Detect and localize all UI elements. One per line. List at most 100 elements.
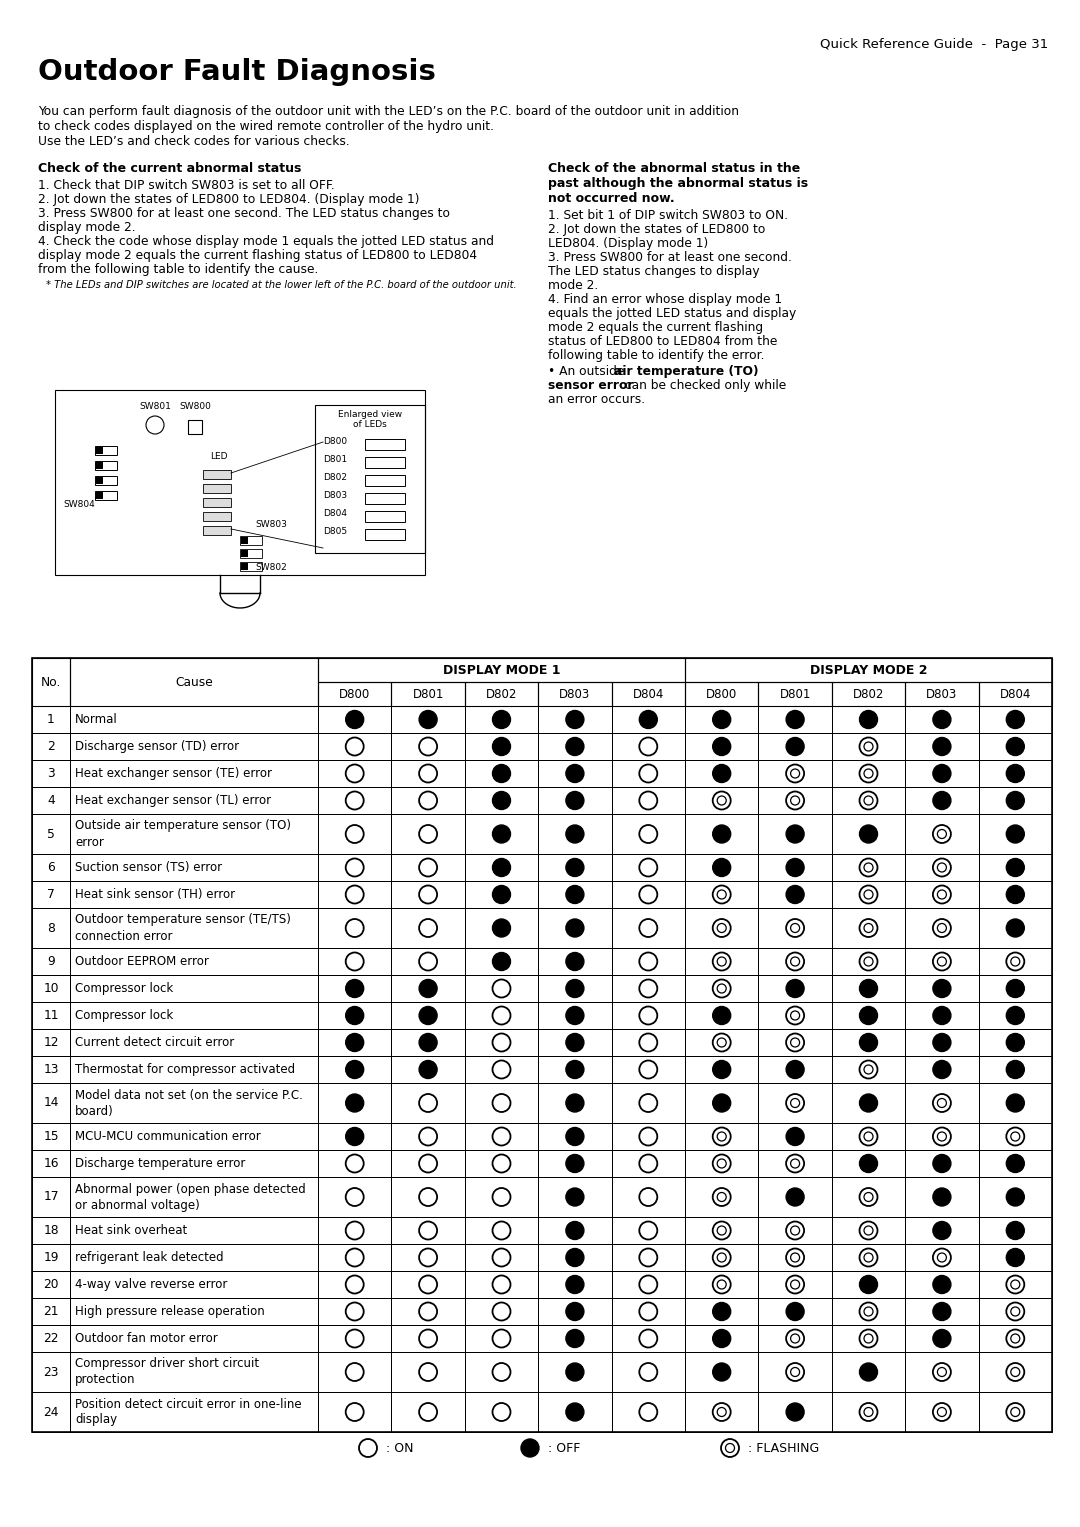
Text: MCU-MCU communication error: MCU-MCU communication error [75,1130,260,1144]
Bar [758,1298,832,1325]
Circle shape [492,791,511,809]
Circle shape [639,1060,658,1078]
Bar [905,814,978,854]
Circle shape [860,1249,877,1266]
Bar [70,1298,318,1325]
Circle shape [346,953,364,971]
Circle shape [492,1403,511,1422]
Bar [978,1029,1052,1057]
Bar [32,786,70,814]
Circle shape [492,979,511,997]
Circle shape [346,1403,364,1422]
Circle shape [933,1093,950,1112]
Bar [318,1150,391,1177]
Bar [832,1150,905,1177]
Bar [758,1150,832,1177]
Text: You can perform fault diagnosis of the outdoor unit with the LED’s on the P.C. b: You can perform fault diagnosis of the o… [38,105,739,118]
Bar [464,1393,538,1432]
Text: to check codes displayed on the wired remote controller of the hydro unit.: to check codes displayed on the wired re… [38,121,494,133]
Circle shape [713,765,731,782]
Bar [318,658,685,683]
Circle shape [1007,791,1024,809]
Bar [464,1150,538,1177]
Bar [538,786,611,814]
Circle shape [860,825,877,843]
Circle shape [346,979,364,997]
Circle shape [933,858,950,876]
Circle shape [492,1034,511,1052]
Text: 3. Press SW800 for at least one second.: 3. Press SW800 for at least one second. [548,250,792,264]
Bar [32,1245,70,1270]
Circle shape [346,1127,364,1145]
Bar [832,1245,905,1270]
Text: SW802: SW802 [255,563,287,573]
Text: Enlarged view: Enlarged view [338,411,402,418]
Text: 12: 12 [43,1035,58,1049]
Bar [611,1217,685,1245]
Bar [685,881,758,909]
Circle shape [1007,1188,1024,1206]
Bar [32,658,1052,1432]
Bar [318,786,391,814]
Text: Use the LED’s and check codes for various checks.: Use the LED’s and check codes for variou… [38,134,350,148]
Bar [464,1122,538,1150]
Bar [188,420,202,434]
Bar [905,1325,978,1351]
Bar [391,1177,464,1217]
Text: 20: 20 [43,1278,58,1290]
Bar [70,733,318,760]
Bar [978,1325,1052,1351]
Circle shape [346,1275,364,1293]
Circle shape [566,1127,584,1145]
Bar [758,760,832,786]
Text: 3: 3 [48,767,55,780]
Bar [32,1177,70,1217]
Circle shape [492,1222,511,1240]
Circle shape [492,1127,511,1145]
Bar [758,705,832,733]
Text: display mode 2 equals the current flashing status of LED800 to LED804: display mode 2 equals the current flashi… [38,249,477,263]
Bar [832,1270,905,1298]
Bar [391,733,464,760]
Circle shape [639,765,658,782]
Circle shape [492,953,511,971]
Circle shape [860,1127,877,1145]
Circle shape [860,1222,877,1240]
Circle shape [860,1364,877,1380]
Text: Heat exchanger sensor (TE) error: Heat exchanger sensor (TE) error [75,767,272,780]
Circle shape [860,919,877,938]
Text: 8: 8 [48,921,55,935]
Bar [538,1083,611,1122]
Circle shape [346,1060,364,1078]
Bar [32,1029,70,1057]
Bar [538,1245,611,1270]
Bar [905,948,978,976]
Bar [685,786,758,814]
Circle shape [713,710,731,728]
Circle shape [713,1034,731,1052]
Circle shape [492,1006,511,1025]
Bar [905,881,978,909]
Bar [464,1217,538,1245]
Text: can be checked only while: can be checked only while [621,379,786,392]
Text: past although the abnormal status is: past although the abnormal status is [548,177,808,189]
Circle shape [346,1093,364,1112]
Circle shape [359,1438,377,1457]
Circle shape [566,1060,584,1078]
Bar [758,1083,832,1122]
Circle shape [860,886,877,904]
Bar [611,786,685,814]
Circle shape [566,1154,584,1173]
Bar [685,683,758,705]
Bar [538,881,611,909]
Text: D803: D803 [927,687,958,701]
Bar [318,814,391,854]
Bar [758,976,832,1002]
Bar [538,1351,611,1393]
Bar [905,1002,978,1029]
Circle shape [419,1006,437,1025]
Circle shape [419,1303,437,1321]
Circle shape [1007,1303,1024,1321]
Circle shape [860,953,877,971]
Bar [538,814,611,854]
